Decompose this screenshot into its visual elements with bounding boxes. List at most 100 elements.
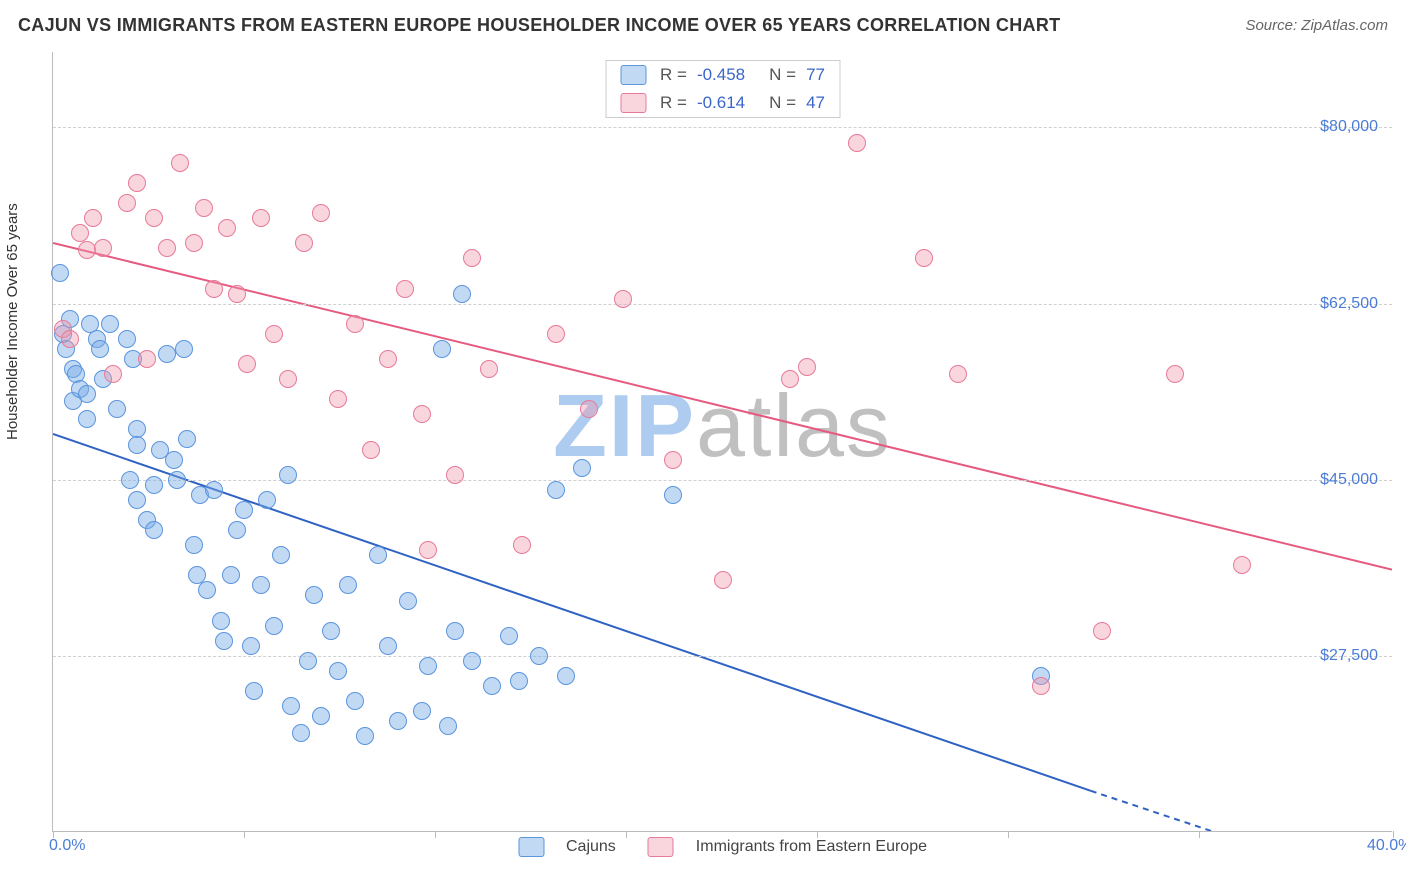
point-cajuns xyxy=(145,521,163,539)
trend-lines xyxy=(53,52,1392,831)
x-tick xyxy=(626,831,627,838)
point-cajuns xyxy=(198,581,216,599)
point-cajuns xyxy=(439,717,457,735)
point-cajuns xyxy=(178,430,196,448)
point-cajuns xyxy=(557,667,575,685)
point-eastern xyxy=(480,360,498,378)
watermark: ZIPatlas xyxy=(553,375,892,477)
point-cajuns xyxy=(369,546,387,564)
point-cajuns xyxy=(222,566,240,584)
point-cajuns xyxy=(51,264,69,282)
x-tick xyxy=(817,831,818,838)
y-tick-label: $80,000 xyxy=(1320,118,1378,136)
y-tick-label: $27,500 xyxy=(1320,647,1378,665)
point-eastern xyxy=(228,285,246,303)
point-cajuns xyxy=(245,682,263,700)
point-cajuns xyxy=(205,481,223,499)
point-eastern xyxy=(362,441,380,459)
swatch-blue-icon xyxy=(620,65,646,85)
point-cajuns xyxy=(483,677,501,695)
point-cajuns xyxy=(158,345,176,363)
point-eastern xyxy=(118,194,136,212)
point-cajuns xyxy=(242,637,260,655)
n-label: N = xyxy=(769,93,796,113)
point-eastern xyxy=(346,315,364,333)
point-cajuns xyxy=(413,702,431,720)
point-cajuns xyxy=(212,612,230,630)
r-label: R = xyxy=(660,93,687,113)
point-eastern xyxy=(94,239,112,257)
point-cajuns xyxy=(322,622,340,640)
point-eastern xyxy=(265,325,283,343)
point-eastern xyxy=(547,325,565,343)
point-eastern xyxy=(664,451,682,469)
x-tick xyxy=(1008,831,1009,838)
point-eastern xyxy=(71,224,89,242)
point-cajuns xyxy=(185,536,203,554)
x-tick-label: 0.0% xyxy=(49,837,85,855)
point-cajuns xyxy=(165,451,183,469)
point-eastern xyxy=(396,280,414,298)
y-axis-label: Householder Income Over 65 years xyxy=(4,203,21,440)
point-cajuns xyxy=(419,657,437,675)
point-eastern xyxy=(138,350,156,368)
point-eastern xyxy=(580,400,598,418)
point-eastern xyxy=(1233,556,1251,574)
point-eastern xyxy=(513,536,531,554)
gridline xyxy=(53,304,1392,305)
x-tick xyxy=(1199,831,1200,838)
point-eastern xyxy=(798,358,816,376)
point-eastern xyxy=(915,249,933,267)
r-value: -0.614 xyxy=(697,93,745,113)
point-cajuns xyxy=(121,471,139,489)
point-cajuns xyxy=(463,652,481,670)
point-cajuns xyxy=(356,727,374,745)
legend-label-eastern: Immigrants from Eastern Europe xyxy=(696,838,927,856)
source-label: Source: ZipAtlas.com xyxy=(1245,17,1388,34)
point-eastern xyxy=(171,154,189,172)
point-cajuns xyxy=(292,724,310,742)
point-cajuns xyxy=(510,672,528,690)
r-label: R = xyxy=(660,65,687,85)
point-eastern xyxy=(413,405,431,423)
point-eastern xyxy=(145,209,163,227)
point-cajuns xyxy=(235,501,253,519)
point-eastern xyxy=(848,134,866,152)
point-cajuns xyxy=(279,466,297,484)
point-cajuns xyxy=(108,400,126,418)
point-cajuns xyxy=(389,712,407,730)
point-eastern xyxy=(329,390,347,408)
point-eastern xyxy=(205,280,223,298)
point-cajuns xyxy=(228,521,246,539)
point-cajuns xyxy=(265,617,283,635)
point-eastern xyxy=(463,249,481,267)
point-eastern xyxy=(312,204,330,222)
point-eastern xyxy=(158,239,176,257)
n-value: 47 xyxy=(806,93,825,113)
point-cajuns xyxy=(215,632,233,650)
x-tick xyxy=(244,831,245,838)
point-eastern xyxy=(61,330,79,348)
x-tick-label: 40.0% xyxy=(1367,837,1406,855)
point-eastern xyxy=(446,466,464,484)
swatch-pink-icon xyxy=(648,837,674,857)
point-cajuns xyxy=(433,340,451,358)
point-cajuns xyxy=(305,586,323,604)
y-tick-label: $62,500 xyxy=(1320,295,1378,313)
r-value: -0.458 xyxy=(697,65,745,85)
chart-title: CAJUN VS IMMIGRANTS FROM EASTERN EUROPE … xyxy=(18,15,1060,36)
point-cajuns xyxy=(446,622,464,640)
point-eastern xyxy=(781,370,799,388)
point-eastern xyxy=(714,571,732,589)
point-eastern xyxy=(379,350,397,368)
point-cajuns xyxy=(379,637,397,655)
point-eastern xyxy=(78,241,96,259)
stats-legend: R = -0.458 N = 77 R = -0.614 N = 47 xyxy=(605,60,840,118)
n-value: 77 xyxy=(806,65,825,85)
n-label: N = xyxy=(769,65,796,85)
point-cajuns xyxy=(312,707,330,725)
swatch-pink-icon xyxy=(620,93,646,113)
x-tick xyxy=(435,831,436,838)
stats-row-eastern: R = -0.614 N = 47 xyxy=(606,89,839,117)
point-cajuns xyxy=(453,285,471,303)
